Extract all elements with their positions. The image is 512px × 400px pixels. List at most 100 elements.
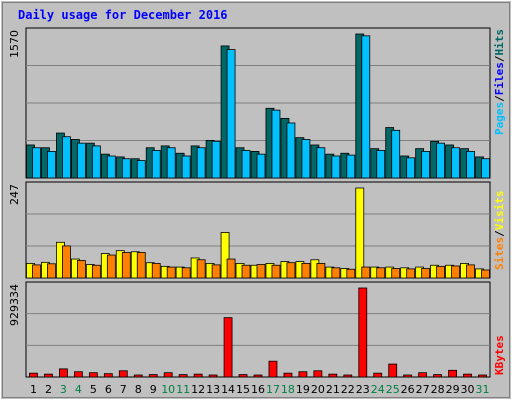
bar-files-day-10 <box>166 147 176 179</box>
bar-kbytes-day-10 <box>163 372 173 378</box>
bar-kbytes-day-16 <box>253 374 263 378</box>
panel-frame <box>25 281 491 378</box>
panel-kbytes: 929334 <box>8 281 491 378</box>
x-tick-label-3: 3 <box>60 383 67 396</box>
bar-kbytes-day-13 <box>208 374 218 378</box>
bar-kbytes-day-31 <box>478 374 487 378</box>
x-tick-label-5: 5 <box>90 383 97 396</box>
x-tick-label-7: 7 <box>120 383 127 396</box>
x-tick-label-17: 17 <box>266 383 280 396</box>
bar-sites-day-23 <box>361 266 371 279</box>
bar-sites-day-24 <box>376 267 386 279</box>
bar-kbytes-day-25 <box>388 363 398 378</box>
bar-kbytes-day-27 <box>418 372 428 378</box>
bar-files-day-18 <box>286 122 296 179</box>
bar-kbytes-day-22 <box>343 374 353 378</box>
bar-kbytes-day-30 <box>463 373 472 378</box>
bar-sites-day-27 <box>421 268 431 279</box>
bar-files-day-11 <box>181 155 191 179</box>
x-tick-label-6: 6 <box>105 383 112 396</box>
x-tick-label-30: 30 <box>461 383 475 396</box>
panel-hits_files_pages: 1570 <box>8 27 491 179</box>
x-tick-label-26: 26 <box>401 383 415 396</box>
x-tick-label-20: 20 <box>311 383 325 396</box>
legend-kbytes: KBytes <box>493 335 506 375</box>
bar-kbytes-day-17 <box>268 360 278 378</box>
panel-frame <box>25 181 491 279</box>
bar-sites-day-18 <box>286 262 296 279</box>
x-tick-label-21: 21 <box>326 383 340 396</box>
bar-files-day-14 <box>226 49 236 179</box>
bar-kbytes-day-26 <box>403 374 413 378</box>
bar-files-day-30 <box>466 151 475 179</box>
bar-files-day-1 <box>32 147 41 179</box>
bar-sites-day-1 <box>32 264 41 279</box>
bar-sites-day-14 <box>226 258 236 279</box>
bar-kbytes-day-23 <box>358 287 368 378</box>
bar-files-day-21 <box>331 155 341 179</box>
bar-files-day-7 <box>121 158 131 179</box>
bar-files-day-12 <box>196 147 206 179</box>
bar-kbytes-day-4 <box>73 371 83 378</box>
x-tick-label-25: 25 <box>386 383 400 396</box>
legend-panel-2: Sites/Visits <box>493 191 506 271</box>
bar-files-day-6 <box>106 155 116 179</box>
bar-files-day-16 <box>256 153 266 179</box>
bar-sites-day-21 <box>331 267 341 279</box>
legend-sites: Sites <box>493 237 506 270</box>
bar-files-day-5 <box>91 145 101 179</box>
bar-files-day-25 <box>391 129 401 179</box>
bar-sites-day-25 <box>391 268 401 279</box>
bar-kbytes-day-28 <box>433 374 443 378</box>
bar-kbytes-day-20 <box>313 370 323 378</box>
bar-kbytes-day-2 <box>44 373 53 378</box>
bar-files-day-29 <box>451 147 460 179</box>
x-tick-label-16: 16 <box>251 383 265 396</box>
x-tick-label-27: 27 <box>416 383 430 396</box>
bar-files-day-26 <box>406 157 416 179</box>
x-tick-label-12: 12 <box>191 383 205 396</box>
legend-sep: / <box>493 95 506 102</box>
x-tick-label-4: 4 <box>75 383 82 396</box>
bar-files-day-17 <box>271 109 281 179</box>
bar-sites-day-5 <box>91 264 101 279</box>
x-tick-label-22: 22 <box>341 383 355 396</box>
panel-visits_sites: 247 <box>8 181 491 279</box>
bar-kbytes-day-21 <box>328 373 338 378</box>
bar-sites-day-7 <box>121 252 131 279</box>
bar-files-day-15 <box>241 150 251 179</box>
bar-kbytes-day-24 <box>373 372 383 378</box>
bar-kbytes-day-9 <box>148 374 158 378</box>
bar-files-day-19 <box>301 139 311 179</box>
bar-sites-day-9 <box>151 263 161 279</box>
bar-kbytes-day-14 <box>223 317 233 378</box>
bar-kbytes-day-29 <box>448 369 457 378</box>
x-tick-label-10: 10 <box>161 383 175 396</box>
bar-sites-day-19 <box>301 263 311 279</box>
bar-sites-day-10 <box>166 266 176 279</box>
bar-files-day-4 <box>76 142 86 179</box>
x-tick-label-1: 1 <box>30 383 37 396</box>
x-tick-label-18: 18 <box>281 383 295 396</box>
x-tick-label-11: 11 <box>176 383 190 396</box>
y-max-label: 247 <box>8 184 21 205</box>
bar-files-day-13 <box>211 140 221 179</box>
bar-sites-day-28 <box>436 265 446 279</box>
bar-files-day-9 <box>151 150 161 179</box>
bar-kbytes-day-19 <box>298 371 308 378</box>
x-tick-label-29: 29 <box>446 383 460 396</box>
x-tick-label-31: 31 <box>476 383 490 396</box>
y-max-label: 1570 <box>8 30 21 58</box>
legend-sep: / <box>493 230 506 237</box>
bar-kbytes-day-8 <box>133 374 143 378</box>
legend-files: Files <box>493 62 506 95</box>
legend-panel-1: Pages/Files/Hits <box>493 29 506 135</box>
bar-sites-day-4 <box>76 260 86 279</box>
x-tick-label-23: 23 <box>356 383 370 396</box>
bar-kbytes-day-12 <box>193 373 203 378</box>
legend-panel-3: KBytes <box>493 335 506 375</box>
bar-files-day-23 <box>361 35 371 179</box>
bar-sites-day-22 <box>346 268 356 279</box>
